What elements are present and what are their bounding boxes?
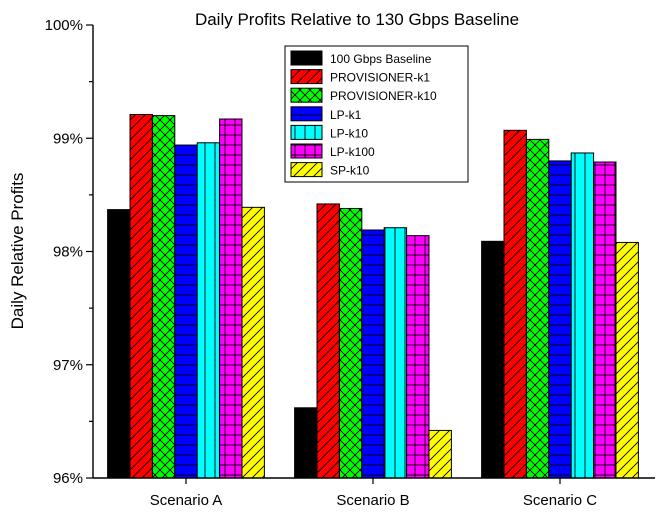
bar xyxy=(593,161,617,479)
y-tick-label: 100% xyxy=(45,17,83,34)
bar xyxy=(174,144,198,479)
bar-group xyxy=(107,113,265,479)
legend-swatch xyxy=(290,50,323,66)
bar xyxy=(294,407,318,479)
y-axis-ticks: 96% 97% 98% 99% 100% xyxy=(45,17,93,487)
y-tick-label: 99% xyxy=(53,130,83,147)
bar xyxy=(570,152,595,479)
bar-group xyxy=(294,203,452,479)
bar xyxy=(219,118,243,479)
bar xyxy=(338,207,363,479)
bar xyxy=(361,229,385,479)
bar xyxy=(241,206,265,479)
legend-swatch xyxy=(290,106,323,122)
chart-title: Daily Profits Relative to 130 Gbps Basel… xyxy=(195,10,519,29)
x-tick-label: Scenario A xyxy=(150,492,223,509)
bar xyxy=(151,115,176,479)
legend-label: PROVISIONER-k1 xyxy=(330,71,430,85)
bar xyxy=(316,203,340,479)
legend-swatch xyxy=(290,87,323,103)
bar-group xyxy=(481,129,639,479)
bar xyxy=(548,160,572,479)
bar xyxy=(107,209,131,479)
y-tick-label: 98% xyxy=(53,244,83,261)
legend-swatch xyxy=(290,69,323,85)
legend-label: PROVISIONER-k10 xyxy=(330,89,437,103)
legend-label: LP-k10 xyxy=(330,126,368,140)
y-tick-label: 97% xyxy=(53,357,83,374)
bar xyxy=(481,240,505,479)
bar xyxy=(129,113,153,479)
legend-label: LP-k1 xyxy=(330,108,362,122)
legend-label: LP-k100 xyxy=(330,145,375,159)
bar xyxy=(406,235,430,479)
bar xyxy=(503,129,527,479)
x-axis-ticks: Scenario A Scenario B Scenario C xyxy=(150,478,597,509)
y-axis-label: Daily Relative Profits xyxy=(8,173,27,330)
plot-area: 96%97%98%99%100%Scenario A Scenario B Scen… xyxy=(45,17,655,509)
bar xyxy=(615,241,639,479)
bar xyxy=(196,142,221,479)
legend-swatch xyxy=(290,143,323,159)
bar xyxy=(383,227,408,479)
legend: 100 Gbps Baseline PROVISIONER-k1 PROVISION… xyxy=(284,45,469,183)
legend-swatch xyxy=(290,124,323,140)
y-tick-label: 96% xyxy=(53,470,83,487)
bar xyxy=(428,429,452,479)
bar xyxy=(525,138,550,479)
legend-label: 100 Gbps Baseline xyxy=(330,52,432,66)
legend-label: SP-k10 xyxy=(330,164,370,178)
x-tick-label: Scenario B xyxy=(336,492,409,509)
legend-swatch xyxy=(290,162,323,178)
x-tick-label: Scenario C xyxy=(523,492,597,509)
